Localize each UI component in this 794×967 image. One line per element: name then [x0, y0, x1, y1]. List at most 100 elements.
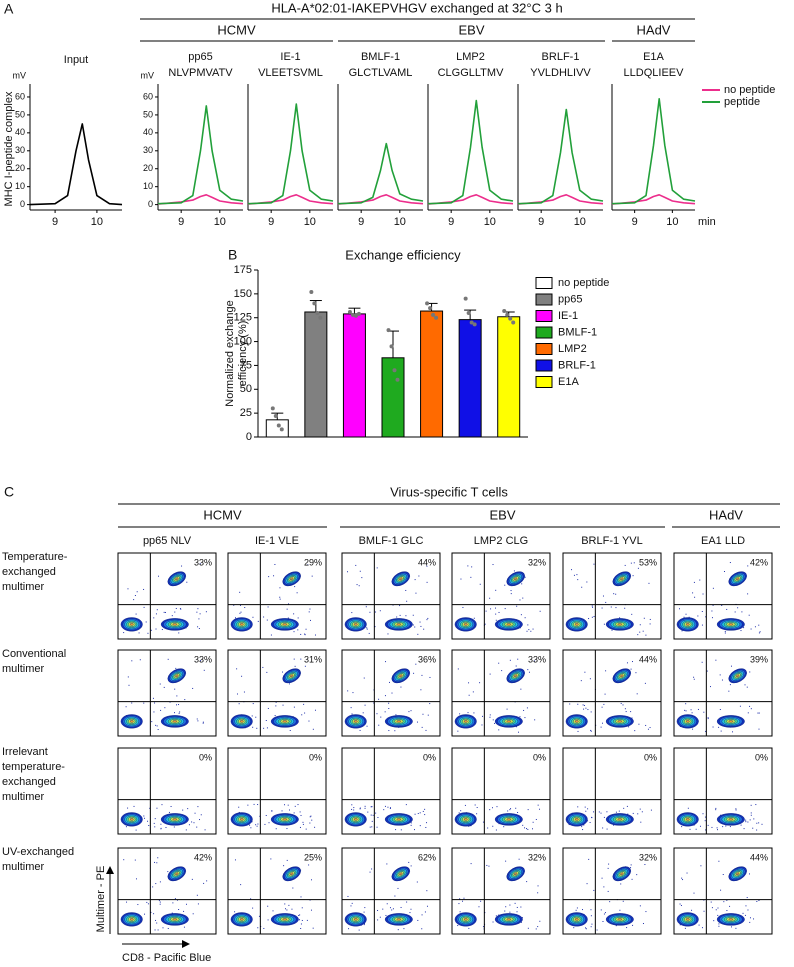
event-dot	[637, 567, 639, 569]
event-dot	[756, 822, 758, 824]
event-dot	[615, 925, 617, 927]
event-dot	[418, 575, 420, 577]
event-dot	[138, 632, 140, 634]
event-dot	[156, 725, 158, 727]
event-dot	[576, 907, 578, 909]
event-dot	[639, 905, 641, 907]
event-dot	[154, 861, 156, 863]
event-dot	[539, 808, 541, 810]
event-dot	[376, 826, 378, 828]
event-dot	[504, 608, 506, 610]
x-tick-label: 10	[214, 216, 226, 228]
event-dot	[194, 812, 196, 814]
event-dot	[519, 716, 521, 718]
event-dot	[420, 625, 422, 627]
event-dot	[735, 927, 737, 929]
contour	[399, 577, 403, 581]
event-dot	[193, 822, 195, 824]
event-dot	[310, 909, 312, 911]
event-dot	[573, 574, 575, 576]
event-dot	[256, 825, 258, 827]
event-dot	[702, 813, 704, 815]
bar	[304, 311, 328, 438]
contour	[617, 918, 623, 921]
event-dot	[308, 720, 310, 722]
trace	[427, 99, 514, 205]
event-dot	[750, 814, 752, 816]
event-dot	[160, 828, 162, 830]
contour	[685, 918, 690, 921]
event-dot	[196, 826, 198, 828]
event-dot	[609, 901, 611, 903]
event-dot	[268, 576, 270, 578]
row-label: Irrelevant	[2, 746, 48, 758]
data-point	[472, 322, 477, 327]
event-dot	[279, 598, 281, 600]
event-dot	[528, 671, 530, 673]
data-point	[386, 328, 391, 333]
group-label: EBV	[458, 22, 484, 37]
event-dot	[308, 611, 310, 613]
event-dot	[470, 863, 472, 865]
event-dot	[639, 631, 641, 633]
event-dot	[414, 579, 416, 581]
event-dot	[474, 804, 476, 806]
event-dot	[482, 715, 484, 717]
event-dot	[131, 660, 133, 662]
legend-swatch	[535, 326, 553, 339]
event-dot	[139, 659, 141, 661]
event-dot	[741, 611, 743, 613]
event-dot	[281, 810, 283, 812]
event-dot	[202, 721, 204, 723]
event-dot	[604, 693, 606, 695]
percent-label: 0%	[309, 752, 322, 762]
event-dot	[460, 578, 462, 580]
event-dot	[647, 728, 649, 730]
legend-label: BRLF-1	[558, 359, 596, 371]
legend-label: no peptide	[724, 84, 775, 96]
y-tick-label: 0	[246, 431, 252, 443]
event-dot	[309, 816, 311, 818]
trace	[247, 103, 334, 205]
data-point	[353, 313, 358, 318]
row-label: temperature-	[2, 761, 65, 773]
event-dot	[610, 606, 612, 608]
event-dot	[239, 604, 241, 606]
y-label: Normalized exchange	[224, 300, 236, 406]
event-dot	[635, 672, 637, 674]
event-dot	[375, 812, 377, 814]
event-dot	[358, 929, 360, 931]
event-dot	[632, 924, 634, 926]
event-dot	[288, 809, 290, 811]
event-dot	[123, 632, 125, 634]
event-dot	[258, 915, 260, 917]
event-dot	[703, 899, 705, 901]
event-dot	[641, 811, 643, 813]
event-dot	[371, 806, 373, 808]
event-dot	[160, 823, 162, 825]
event-dot	[161, 629, 163, 631]
event-dot	[157, 929, 159, 931]
chart-title: BMLF-1	[361, 51, 400, 63]
event-dot	[421, 914, 423, 916]
data-point	[350, 312, 355, 317]
event-dot	[125, 706, 127, 708]
event-dot	[389, 807, 391, 809]
percent-label: 32%	[639, 852, 657, 862]
event-dot	[584, 806, 586, 808]
event-dot	[304, 712, 306, 714]
event-dot	[701, 661, 703, 663]
event-dot	[615, 811, 617, 813]
event-dot	[178, 909, 180, 911]
event-dot	[505, 906, 507, 908]
event-dot	[632, 575, 634, 577]
y-tick-label: 50	[15, 109, 25, 119]
event-dot	[176, 704, 178, 706]
y-tick-label: 30	[143, 145, 153, 155]
event-dot	[626, 805, 628, 807]
event-dot	[388, 681, 390, 683]
event-dot	[271, 810, 273, 812]
event-dot	[196, 611, 198, 613]
event-dot	[391, 692, 393, 694]
event-dot	[154, 826, 156, 828]
